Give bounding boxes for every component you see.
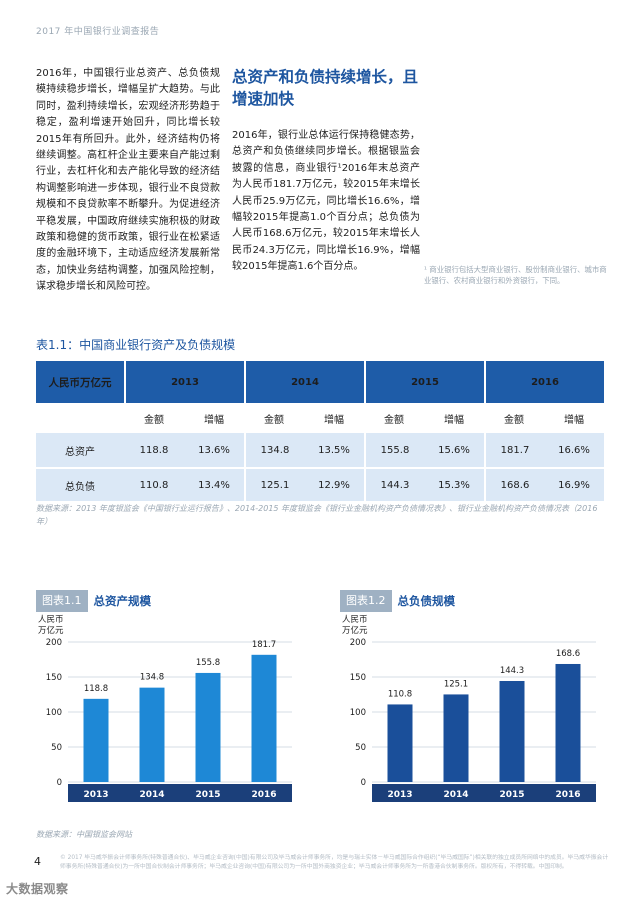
- table-cell: 144.3: [364, 467, 424, 501]
- bar: [251, 654, 277, 782]
- growth-subheader: 增幅: [184, 403, 244, 433]
- bar: [387, 704, 413, 782]
- data-label: 125.1: [444, 679, 468, 689]
- x-tick-label: 2016: [555, 790, 580, 800]
- y-tick-label: 200: [350, 638, 366, 648]
- x-tick-label: 2015: [195, 790, 220, 800]
- chart-tag: 图表1.2: [340, 590, 392, 612]
- bar: [499, 680, 525, 782]
- table-header-row: 人民币万亿元 2013 2014 2015 2016: [36, 361, 604, 403]
- section-title: 总资产和负债持续增长，且增速加快: [232, 68, 419, 108]
- bar: [195, 672, 221, 782]
- bar: [83, 698, 109, 782]
- amount-subheader: 金额: [364, 403, 424, 433]
- table-cell: 16.6%: [544, 433, 604, 467]
- data-label: 144.3: [500, 666, 524, 676]
- table-cell: 168.6: [484, 467, 544, 501]
- table-title: 表1.1：中国商业银行资产及负债规模: [36, 338, 236, 352]
- y-tick-label: 200: [46, 638, 62, 648]
- legal-notice: © 2017 毕马威华振会计师事务所(特殊普通合伙)、毕马威企业咨询(中国)有限…: [60, 855, 609, 870]
- chart-title: 总负债规模: [397, 594, 456, 608]
- table-subheader-row: 金额 增幅 金额 增幅 金额 增幅 金额 增幅: [36, 403, 604, 433]
- y-tick-label: 50: [51, 743, 62, 753]
- bar: [139, 687, 165, 782]
- chart-tag: 图表1.1: [36, 590, 88, 612]
- table-cell: 118.8: [124, 433, 184, 467]
- table-row: 总资产 118.8 13.6% 134.8 13.5% 155.8 15.6% …: [36, 433, 604, 467]
- y-tick-label: 100: [350, 708, 366, 718]
- amount-subheader: 金额: [484, 403, 544, 433]
- chart-title: 总资产规模: [93, 594, 152, 608]
- table-cell: 134.8: [244, 433, 304, 467]
- table-row: 总负债 110.8 13.4% 125.1 12.9% 144.3 15.3% …: [36, 467, 604, 501]
- growth-subheader: 增幅: [544, 403, 604, 433]
- y-axis-label: 人民币: [342, 615, 368, 625]
- table-cell: 181.7: [484, 433, 544, 467]
- bar: [555, 663, 581, 782]
- data-label: 181.7: [252, 640, 276, 650]
- unit-header: 人民币万亿元: [36, 361, 124, 403]
- y-tick-label: 50: [355, 743, 366, 753]
- bar: [443, 694, 469, 782]
- intro-paragraph: 2016年，中国银行业总资产、总负债规模持续稳步增长，增幅呈扩大趋势。与此同时，…: [36, 68, 220, 293]
- data-label: 134.8: [140, 673, 164, 683]
- x-tick-label: 2013: [83, 790, 108, 800]
- row-label: 总负债: [36, 467, 124, 501]
- x-axis-band: [68, 784, 292, 802]
- footnote: ¹ 商业银行包括大型商业银行、股份制商业银行、城市商业银行、农村商业银行和外资银…: [424, 265, 607, 285]
- x-axis-band: [372, 784, 596, 802]
- table-cell: 16.9%: [544, 467, 604, 501]
- amount-subheader: 金额: [124, 403, 184, 433]
- y-axis-label: 万亿元: [342, 625, 368, 636]
- year-header: 2016: [484, 361, 604, 403]
- table-cell: 15.3%: [424, 467, 484, 501]
- table-cell: 125.1: [244, 467, 304, 501]
- x-tick-label: 2016: [251, 790, 276, 800]
- x-tick-label: 2014: [443, 790, 468, 800]
- y-tick-label: 0: [361, 778, 366, 788]
- table-cell: 13.6%: [184, 433, 244, 467]
- x-tick-label: 2013: [387, 790, 412, 800]
- table-cell: 13.5%: [304, 433, 364, 467]
- amount-subheader: 金额: [244, 403, 304, 433]
- y-tick-label: 150: [46, 673, 62, 683]
- table-cell: 15.6%: [424, 433, 484, 467]
- chart-title-bar: 图表1.1 总资产规模: [36, 590, 151, 612]
- data-label: 155.8: [196, 658, 220, 668]
- growth-subheader: 增幅: [304, 403, 364, 433]
- assets-liabilities-table: 人民币万亿元 2013 2014 2015 2016 金额 增幅 金额 增幅 金…: [36, 361, 604, 501]
- table-cell: 13.4%: [184, 467, 244, 501]
- row-label: 总资产: [36, 433, 124, 467]
- chart-title-bar: 图表1.2 总负债规模: [340, 590, 455, 612]
- growth-subheader: 增幅: [424, 403, 484, 433]
- x-tick-label: 2014: [139, 790, 164, 800]
- data-label: 118.8: [84, 684, 108, 694]
- y-tick-label: 0: [57, 778, 62, 788]
- page-number: 4: [34, 855, 41, 868]
- y-tick-label: 100: [46, 708, 62, 718]
- total-assets-chart: 人民币 万亿元 0 50 100 150 200 118.8 2013 134.8 2014 155.…: [36, 590, 296, 810]
- table-source: 数据来源：2013 年度银监会《中国银行业运行报告》、2014-2015 年度银…: [36, 504, 598, 526]
- table-cell: 12.9%: [304, 467, 364, 501]
- year-header: 2015: [364, 361, 484, 403]
- chart-source: 数据来源：中国银监会网站: [36, 830, 132, 839]
- data-label: 168.6: [556, 649, 580, 659]
- table-cell: 155.8: [364, 433, 424, 467]
- x-tick-label: 2015: [499, 790, 524, 800]
- data-label: 110.8: [388, 689, 412, 699]
- year-header: 2013: [124, 361, 244, 403]
- total-assets-chart-svg: 人民币万亿元 0 50 100 150 200 118.8 2013 134.8 2014 155.…: [38, 615, 292, 802]
- year-header: 2014: [244, 361, 364, 403]
- y-axis-label: 万亿元: [38, 625, 64, 636]
- section-body: 2016年，银行业总体运行保持稳健态势，总资产和负债继续同步增长。根据银监会披露…: [232, 130, 420, 273]
- total-liabilities-chart: 人民币 万亿元 0 50 100 150 200 110.8 2013 125.1 2014 144.…: [340, 590, 600, 810]
- section-block: 总资产和负债持续增长，且增速加快 2016年，银行业总体运行保持稳健态势，总资产…: [232, 66, 420, 276]
- table-cell: 110.8: [124, 467, 184, 501]
- watermark: 大数据观察: [6, 882, 69, 896]
- y-axis-label: 人民币: [38, 615, 64, 625]
- y-tick-label: 150: [350, 673, 366, 683]
- total-liabilities-chart-svg: 人民币万亿元 0 50 100 150 200 110.8 2013 125.1 2014 144.…: [342, 615, 596, 802]
- report-header: 2017 年中国银行业调查报告: [36, 27, 160, 37]
